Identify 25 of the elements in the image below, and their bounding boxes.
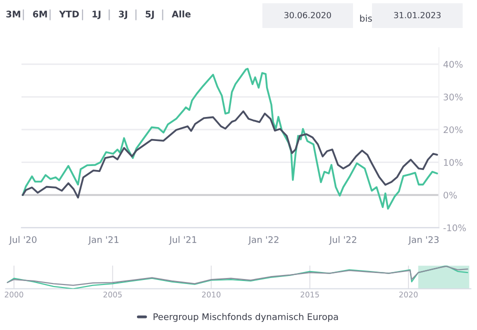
x-tick-label: Jul '20 — [8, 236, 36, 245]
y-tick-label: 40% — [443, 60, 463, 68]
x-tick-label: Jul '21 — [168, 236, 196, 245]
x-tick-label: Jan '22 — [248, 236, 278, 245]
line-series — [22, 110, 438, 199]
y-tick-label: 30% — [444, 94, 463, 100]
y-tick-label: 20% — [444, 126, 463, 134]
text: 3J — [118, 10, 128, 20]
line-series — [22, 68, 438, 210]
legend-label: Peergroup Mischfonds dynamisch Europa — [154, 313, 338, 322]
y-tick-label: 10% — [444, 159, 463, 166]
text: Alle — [172, 10, 191, 18]
text: 30.06.2020 — [284, 12, 331, 18]
text: 6M — [32, 10, 47, 18]
text: 31.01.2023 — [394, 12, 441, 18]
y-tick-label: -10% — [443, 224, 466, 232]
text: YTD — [59, 10, 79, 18]
text: 1J — [92, 10, 100, 20]
x-tick-label: Jan '23 — [408, 236, 439, 245]
x-tick-label: Jan '21 — [88, 236, 118, 245]
y-tick-label: 0% — [444, 192, 457, 199]
x-tick-label: Jul '22 — [328, 236, 356, 245]
text: bis — [360, 14, 372, 22]
text: 3M — [6, 10, 20, 18]
text: 5J — [146, 10, 154, 20]
